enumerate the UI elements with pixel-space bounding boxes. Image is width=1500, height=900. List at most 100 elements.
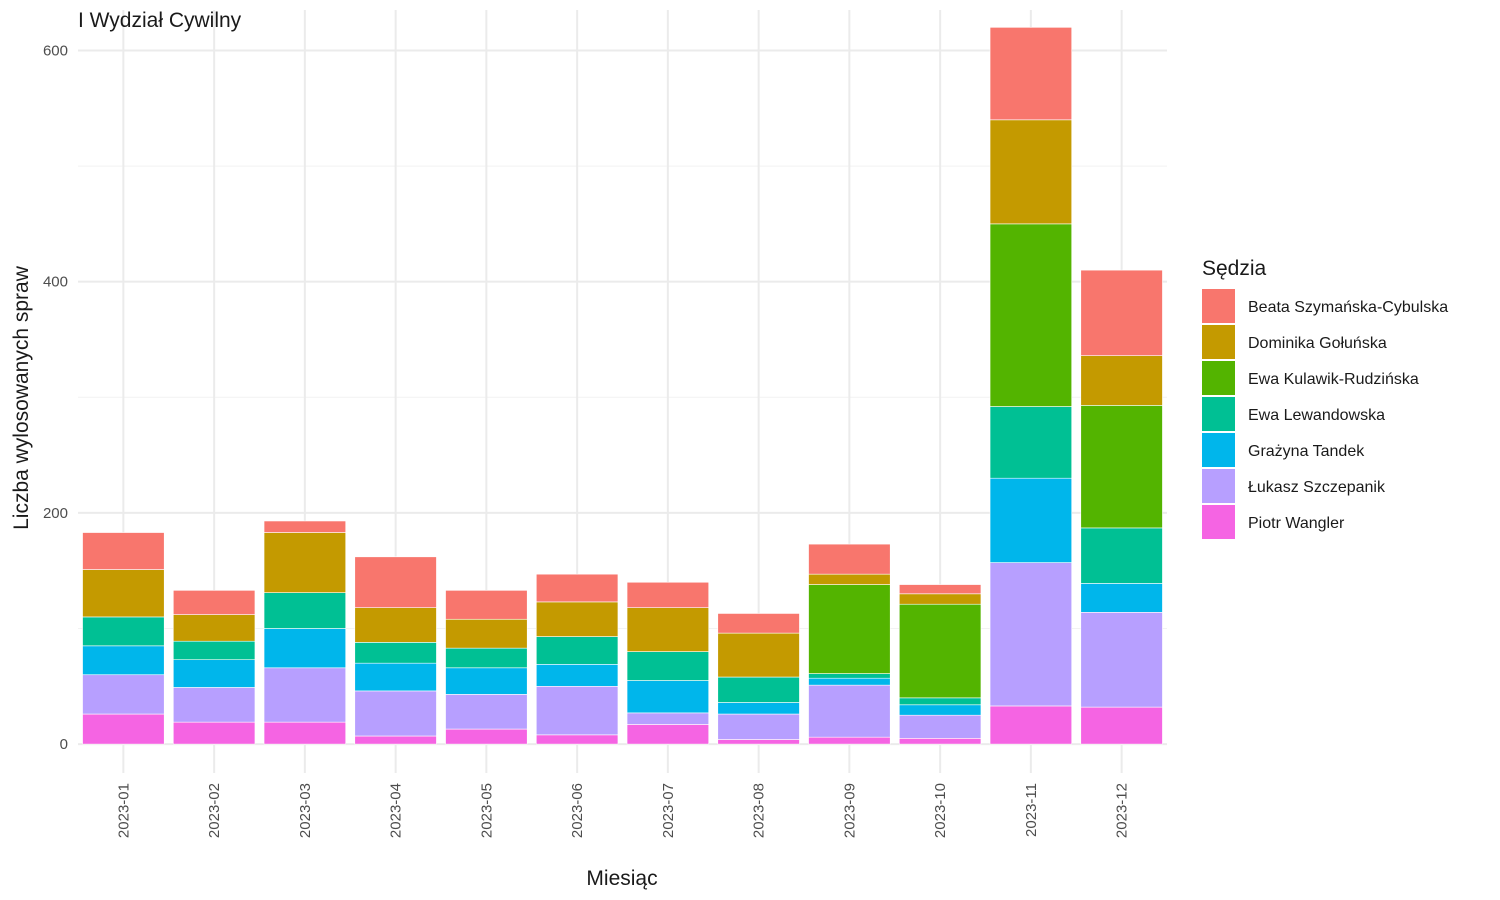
- bar-segment: [354, 556, 437, 608]
- legend-swatch: [1202, 505, 1235, 539]
- y-tick-label: 400: [43, 274, 68, 291]
- bar-segment: [898, 738, 982, 745]
- bar-segment: [1080, 527, 1163, 584]
- bar-segment: [717, 676, 800, 703]
- bar-segment: [172, 659, 256, 688]
- x-tick-label: 2023-03: [297, 783, 314, 838]
- bar-segment: [808, 673, 891, 679]
- bar-segment: [354, 662, 437, 692]
- legend-label: Piotr Wangler: [1248, 515, 1345, 532]
- x-tick-label: 2023-09: [841, 783, 858, 838]
- bar-segment: [808, 584, 891, 674]
- bar-segment: [263, 520, 347, 533]
- bar-segment: [989, 223, 1073, 407]
- y-tick-label: 0: [60, 736, 68, 753]
- bar-segment: [626, 712, 710, 725]
- bar-segment: [263, 721, 347, 745]
- bar-segment: [808, 677, 891, 686]
- x-tick-label: 2023-04: [388, 783, 405, 838]
- bar-segment: [172, 687, 256, 723]
- y-tick-label: 600: [43, 42, 68, 59]
- bar-segment: [354, 642, 437, 664]
- x-tick-label: 2023-11: [1023, 783, 1040, 837]
- x-tick-label: 2023-01: [115, 783, 132, 838]
- bar-segment: [989, 562, 1073, 707]
- x-axis-ticks: 2023-01 2023-02 2023-03 2023-04 2023-05 2023-…: [115, 783, 1130, 838]
- bar-segment: [535, 664, 619, 687]
- legend-swatch: [1202, 289, 1235, 323]
- bar-segment: [626, 607, 710, 652]
- bar-segment: [989, 705, 1073, 745]
- bar-segment: [1080, 706, 1163, 745]
- x-tick-label: 2023-05: [478, 783, 495, 838]
- legend-swatch: [1202, 469, 1235, 503]
- bar-segment: [898, 584, 982, 595]
- x-tick-label: 2023-02: [206, 783, 223, 838]
- bar-segment: [445, 647, 528, 669]
- legend-swatch: [1202, 361, 1235, 395]
- bar-segment: [354, 607, 437, 643]
- legend-label: Łukasz Szczepanik: [1248, 479, 1386, 496]
- bar-segment: [898, 714, 982, 739]
- bar-segment: [808, 573, 891, 585]
- bar-segment: [535, 734, 619, 745]
- x-tick-label: 2023-12: [1114, 783, 1131, 838]
- legend-label: Ewa Lewandowska: [1248, 407, 1385, 424]
- bar-segment: [445, 694, 528, 730]
- bars-layer: [82, 27, 1163, 745]
- legend-label: Beata Szymańska-Cybulska: [1248, 299, 1448, 316]
- bar-segment: [808, 543, 891, 575]
- x-tick-label: 2023-07: [660, 783, 677, 838]
- bar-segment: [82, 645, 165, 676]
- bar-segment: [82, 674, 165, 715]
- bar-segment: [1080, 355, 1163, 406]
- legend-swatch: [1202, 397, 1235, 431]
- legend-items: Beata Szymańska-Cybulska Dominika Gołuńsk…: [1202, 289, 1448, 539]
- bar-segment: [82, 569, 165, 618]
- y-axis-title: Liczba wylosowanych spraw: [10, 265, 33, 530]
- bar-segment: [1080, 269, 1163, 356]
- bar-segment: [535, 601, 619, 637]
- bar-segment: [445, 667, 528, 695]
- bar-segment: [717, 613, 800, 634]
- bar-segment: [989, 477, 1073, 563]
- bar-segment: [354, 690, 437, 737]
- legend-label: Ewa Kulawik-Rudzińska: [1248, 371, 1419, 388]
- bar-segment: [898, 593, 982, 605]
- bar-segment: [354, 735, 437, 745]
- bar-segment: [898, 603, 982, 699]
- bar-segment: [1080, 612, 1163, 708]
- bar-segment: [989, 406, 1073, 479]
- bar-segment: [82, 713, 165, 745]
- legend-swatch: [1202, 433, 1235, 467]
- bar-segment: [82, 532, 165, 570]
- y-axis-ticks: 0 200 400 600: [43, 42, 68, 753]
- bar-segment: [445, 728, 528, 745]
- bar-segment: [263, 628, 347, 669]
- bar-segment: [172, 640, 256, 661]
- bar-segment: [263, 532, 347, 593]
- bar-segment: [808, 736, 891, 745]
- legend-label: Grażyna Tandek: [1248, 443, 1365, 460]
- bar-segment: [898, 697, 982, 706]
- bar-segment: [808, 684, 891, 738]
- bar-segment: [535, 636, 619, 665]
- x-tick-label: 2023-10: [932, 783, 949, 838]
- bar-segment: [989, 27, 1073, 121]
- bar-segment: [1080, 583, 1163, 613]
- bar-segment: [989, 119, 1073, 225]
- y-tick-label: 200: [43, 505, 68, 522]
- x-axis-title: Miesiąc: [586, 867, 657, 890]
- bar-segment: [626, 651, 710, 681]
- x-tick-label: 2023-08: [751, 783, 768, 838]
- bar-segment: [535, 573, 619, 603]
- bar-segment: [1080, 405, 1163, 529]
- bar-segment: [626, 581, 710, 608]
- bar-segment: [717, 739, 800, 745]
- chart-title: I Wydział Cywilny: [78, 9, 242, 32]
- bar-segment: [82, 616, 165, 647]
- bar-segment: [445, 618, 528, 649]
- bar-segment: [445, 590, 528, 620]
- bar-segment: [626, 724, 710, 745]
